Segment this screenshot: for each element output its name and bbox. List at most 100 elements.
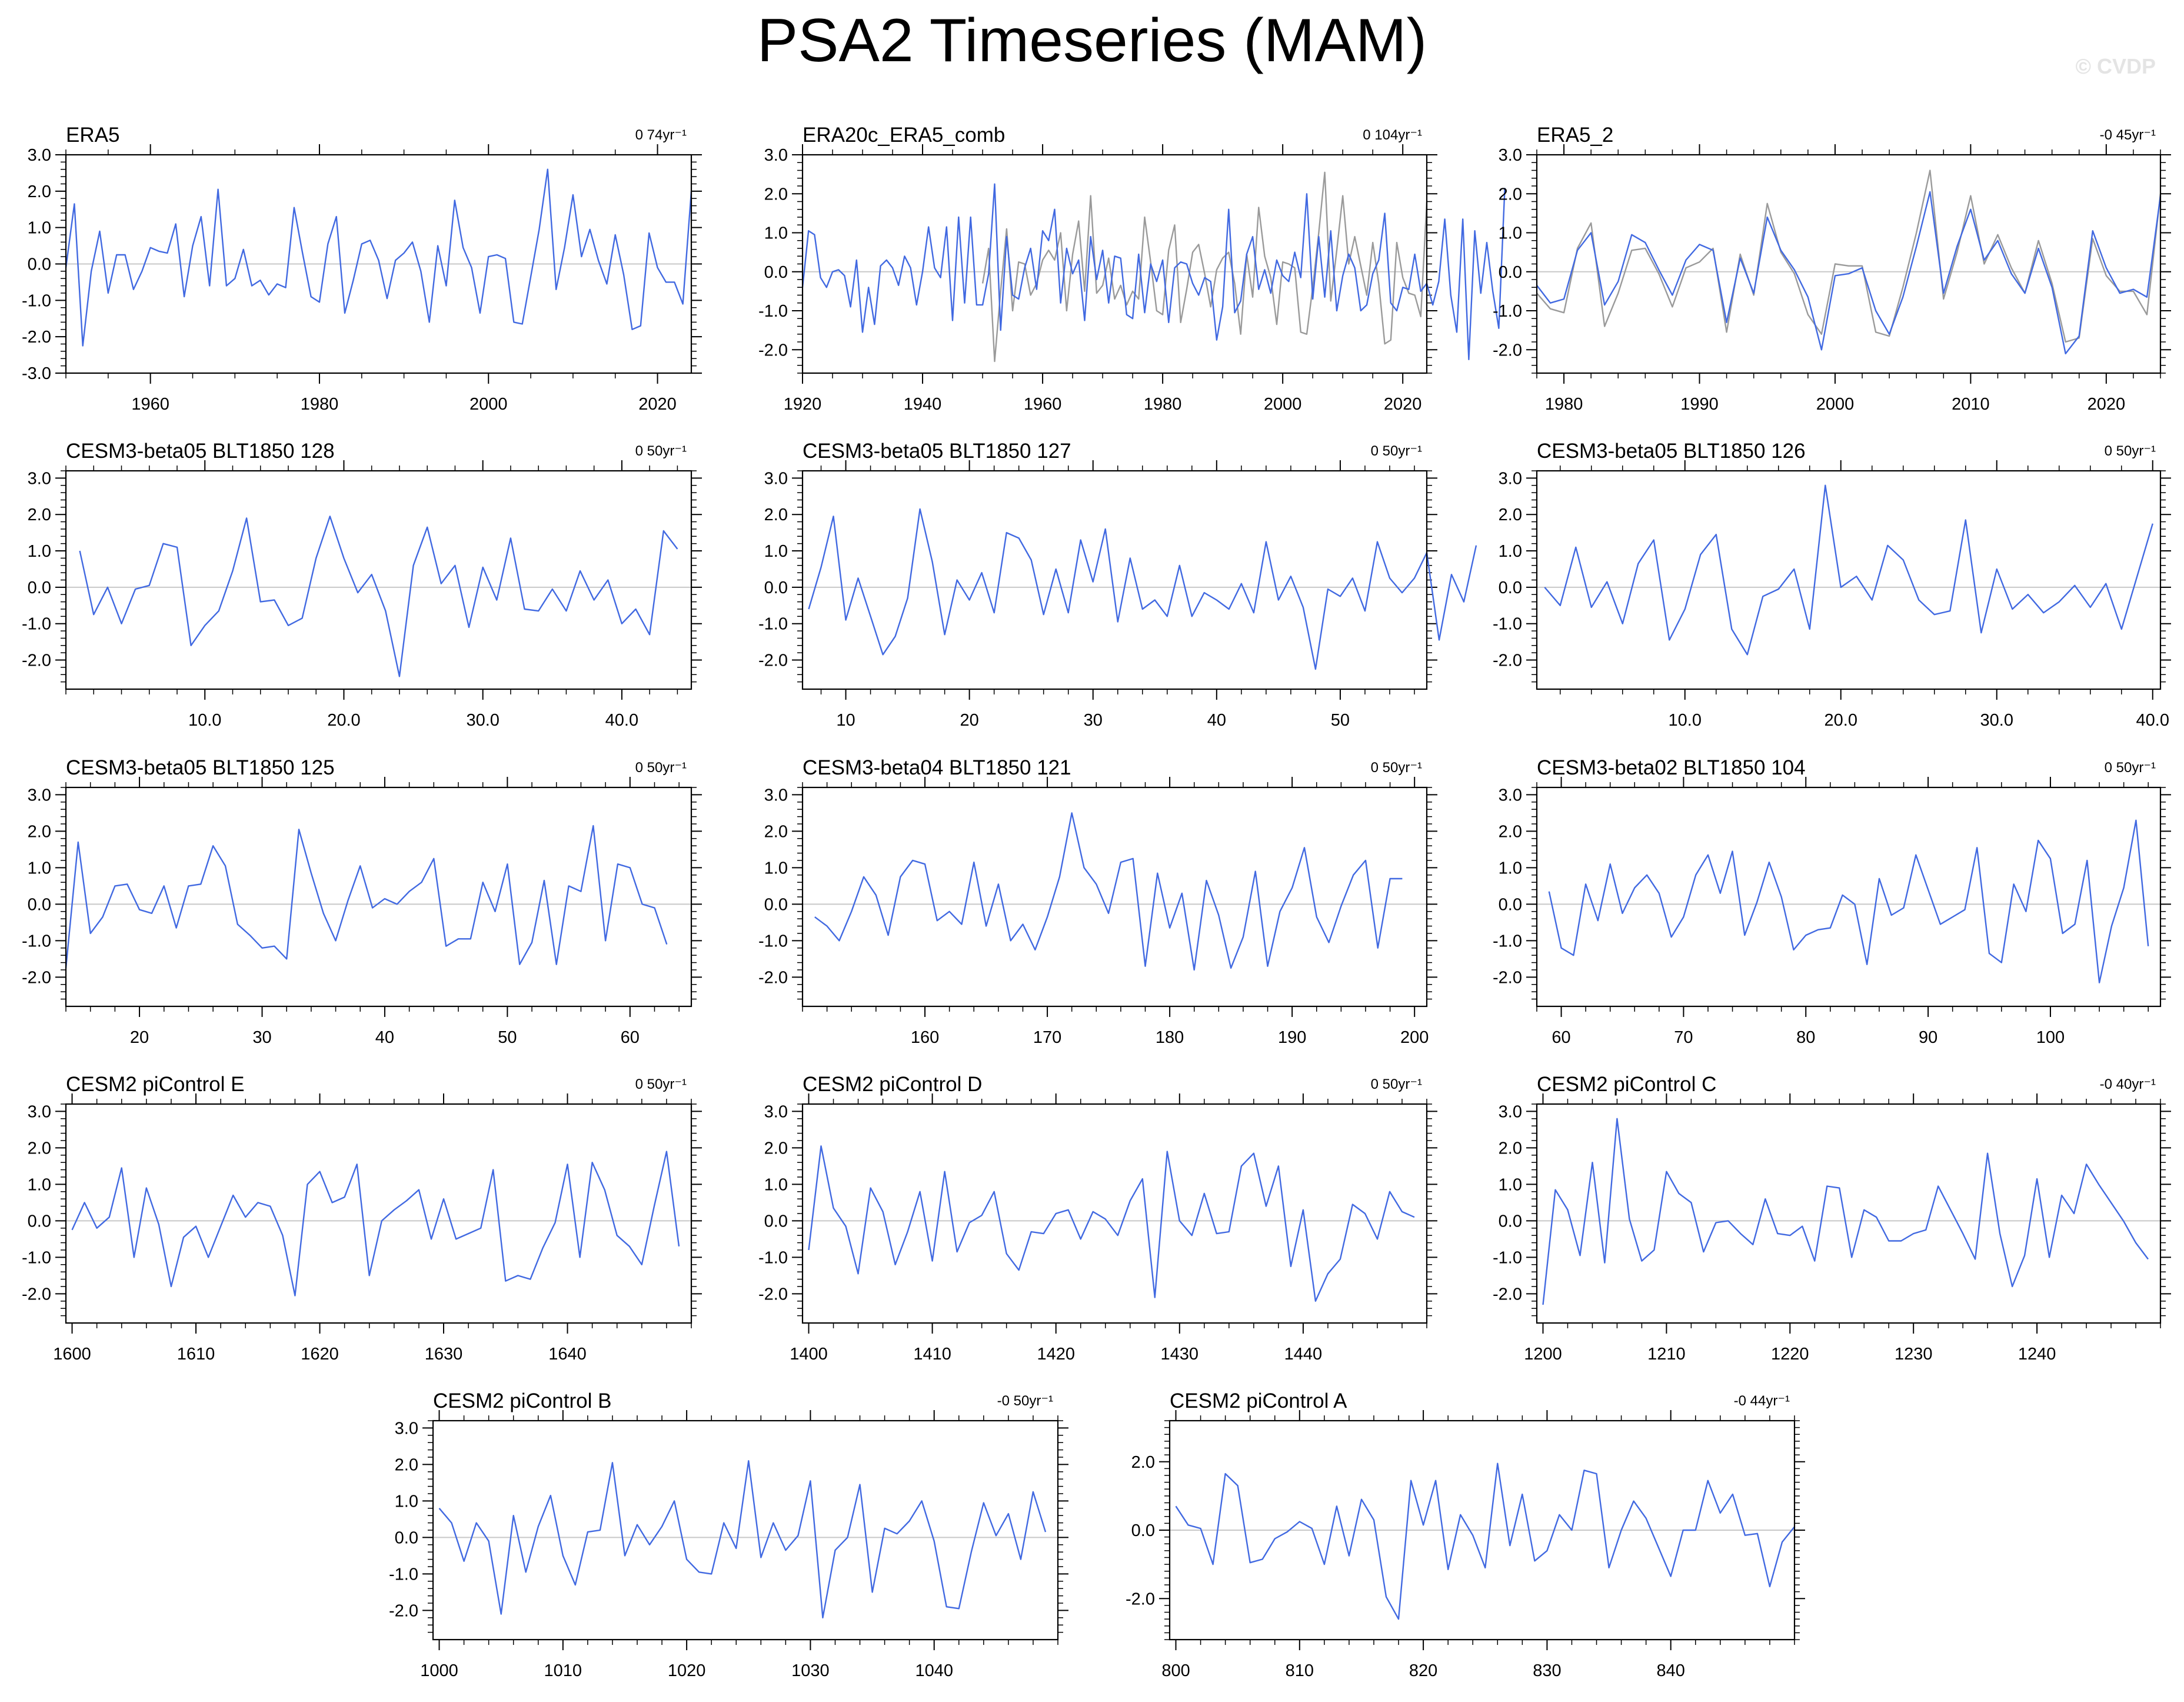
- y-tick-label: 1.0: [764, 1175, 788, 1194]
- x-tick-label: 2010: [1952, 395, 1990, 414]
- x-tick-label: 1600: [53, 1345, 91, 1364]
- y-tick-label: 0.0: [28, 579, 51, 597]
- y-tick-label: -2.0: [22, 1285, 51, 1304]
- chart-panel: CESM3-beta05 BLT1850 126 0 50yr⁻¹ 10.0 20.0…: [1493, 440, 2171, 730]
- x-tick-label: 100: [2036, 1028, 2065, 1047]
- x-tick-label: 190: [1278, 1028, 1306, 1047]
- chart-title: CESM3-beta05 BLT1850 127: [803, 440, 1071, 463]
- y-tick-label: 0.0: [764, 579, 788, 597]
- y-tick-label: 1.0: [764, 542, 788, 561]
- trend-label: 0 50yr⁻¹: [635, 760, 687, 776]
- chart-title: CESM3-beta04 BLT1850 121: [803, 756, 1071, 779]
- plot-frame: [432, 1420, 1059, 1641]
- y-tick-label: 2.0: [1499, 822, 1522, 841]
- chart-title: CESM3-beta02 BLT1850 104: [1537, 756, 1806, 779]
- y-tick-label: 1.0: [1499, 859, 1522, 877]
- y-tick-label: 2.0: [395, 1455, 418, 1474]
- y-tick-label: -1.0: [758, 615, 788, 634]
- y-tick-label: 2.0: [764, 822, 788, 841]
- series-line: [71, 1151, 680, 1297]
- x-tick-label: 10.0: [188, 711, 221, 730]
- y-tick-label: 1.0: [28, 859, 51, 877]
- y-tick-label: -2.0: [1493, 968, 1522, 987]
- y-tick-label: 3.0: [395, 1419, 418, 1438]
- y-tick-label: 3.0: [764, 469, 788, 488]
- x-tick-label: 810: [1286, 1661, 1314, 1680]
- y-tick-label: -2.0: [1493, 341, 1522, 360]
- y-tick-label: 2.0: [764, 1139, 788, 1158]
- y-tick-label: -1.0: [22, 615, 51, 634]
- y-tick-label: -2.0: [1493, 1285, 1522, 1304]
- chart-panel: CESM3-beta02 BLT1850 104 0 50yr⁻¹ 60 70 80 90…: [1493, 756, 2171, 1047]
- y-tick-label: 0.0: [28, 255, 51, 274]
- x-tick-label: 1610: [177, 1345, 215, 1364]
- y-tick-label: -1.0: [758, 932, 788, 950]
- y-tick-label: 2.0: [1499, 185, 1522, 204]
- y-tick-label: -1.0: [758, 1248, 788, 1267]
- chart-title: CESM2 piControl E: [66, 1073, 244, 1096]
- y-tick-label: 3.0: [1499, 786, 1522, 805]
- y-tick-label: 0.0: [395, 1528, 418, 1547]
- series-line: [1536, 169, 2162, 343]
- plot-frame: [801, 1103, 1428, 1324]
- x-tick-label: 1640: [548, 1345, 587, 1364]
- x-tick-label: 1020: [668, 1661, 706, 1680]
- x-tick-label: 20: [960, 711, 979, 730]
- x-tick-label: 40: [375, 1028, 394, 1047]
- series-line: [1548, 819, 2149, 983]
- trend-label: 0 50yr⁻¹: [635, 1076, 687, 1092]
- chart-title: CESM2 piControl B: [433, 1389, 611, 1412]
- x-tick-label: 1960: [131, 395, 169, 414]
- x-tick-label: 1240: [2018, 1345, 2056, 1364]
- x-tick-label: 1440: [1284, 1345, 1323, 1364]
- y-tick-label: 3.0: [28, 146, 51, 165]
- x-tick-label: 2000: [470, 395, 508, 414]
- plot-frame: [1536, 470, 2162, 690]
- y-tick-label: 2.0: [1499, 506, 1522, 524]
- chart-title: ERA5_2: [1537, 124, 1613, 147]
- watermark-text: © CVDP: [2075, 54, 2156, 78]
- x-tick-label: 1210: [1647, 1345, 1686, 1364]
- chart-title: CESM3-beta05 BLT1850 128: [66, 440, 335, 463]
- x-tick-label: 830: [1533, 1661, 1561, 1680]
- x-tick-label: 1400: [790, 1345, 828, 1364]
- y-tick-label: 3.0: [1499, 1102, 1522, 1121]
- x-tick-label: 20.0: [327, 711, 360, 730]
- x-tick-label: 40: [1207, 711, 1226, 730]
- trend-label: -0 45yr⁻¹: [2100, 127, 2156, 143]
- x-tick-label: 1420: [1037, 1345, 1075, 1364]
- x-tick-label: 10.0: [1669, 711, 1702, 730]
- y-tick-label: -1.0: [22, 1248, 51, 1267]
- chart-panel: CESM2 piControl B -0 50yr⁻¹ 1000 1010 1020 10…: [389, 1389, 1068, 1680]
- trend-label: 0 50yr⁻¹: [2105, 443, 2156, 459]
- trend-label: 0 50yr⁻¹: [1371, 1076, 1422, 1092]
- y-tick-label: -1.0: [1493, 302, 1522, 321]
- x-tick-label: 170: [1033, 1028, 1061, 1047]
- series-line: [1544, 484, 2153, 656]
- plot-frame: [801, 786, 1428, 1008]
- y-tick-label: 3.0: [1499, 146, 1522, 165]
- chart-panel: CESM3-beta05 BLT1850 125 0 50yr⁻¹ 20 30 40 50…: [22, 756, 702, 1047]
- y-tick-label: 1.0: [764, 859, 788, 877]
- x-tick-label: 160: [911, 1028, 939, 1047]
- x-tick-label: 1220: [1771, 1345, 1809, 1364]
- x-tick-label: 1040: [915, 1661, 953, 1680]
- trend-label: 0 50yr⁻¹: [1371, 760, 1422, 776]
- x-tick-label: 30.0: [466, 711, 499, 730]
- y-tick-label: 1.0: [764, 224, 788, 243]
- chart-panel: CESM2 piControl D 0 50yr⁻¹ 1400 1410 1420 143…: [758, 1073, 1437, 1364]
- chart-panel: CESM2 piControl A -0 44yr⁻¹ 800 810 820 830 84…: [1126, 1389, 1805, 1680]
- y-tick-label: 0.0: [1499, 895, 1522, 914]
- x-tick-label: 1980: [1545, 395, 1583, 414]
- chart-panel: CESM2 piControl E 0 50yr⁻¹ 1600 1610 1620 163…: [22, 1073, 702, 1364]
- x-tick-label: 2020: [1384, 395, 1422, 414]
- x-tick-label: 60: [1552, 1028, 1570, 1047]
- chart-title: CESM2 piControl A: [1170, 1389, 1347, 1412]
- y-tick-label: 1.0: [1499, 542, 1522, 561]
- plot-frame: [1536, 786, 2162, 1008]
- x-tick-label: 2020: [2088, 395, 2126, 414]
- x-tick-label: 30: [252, 1028, 271, 1047]
- y-tick-label: 2.0: [28, 822, 51, 841]
- y-tick-label: 3.0: [764, 786, 788, 805]
